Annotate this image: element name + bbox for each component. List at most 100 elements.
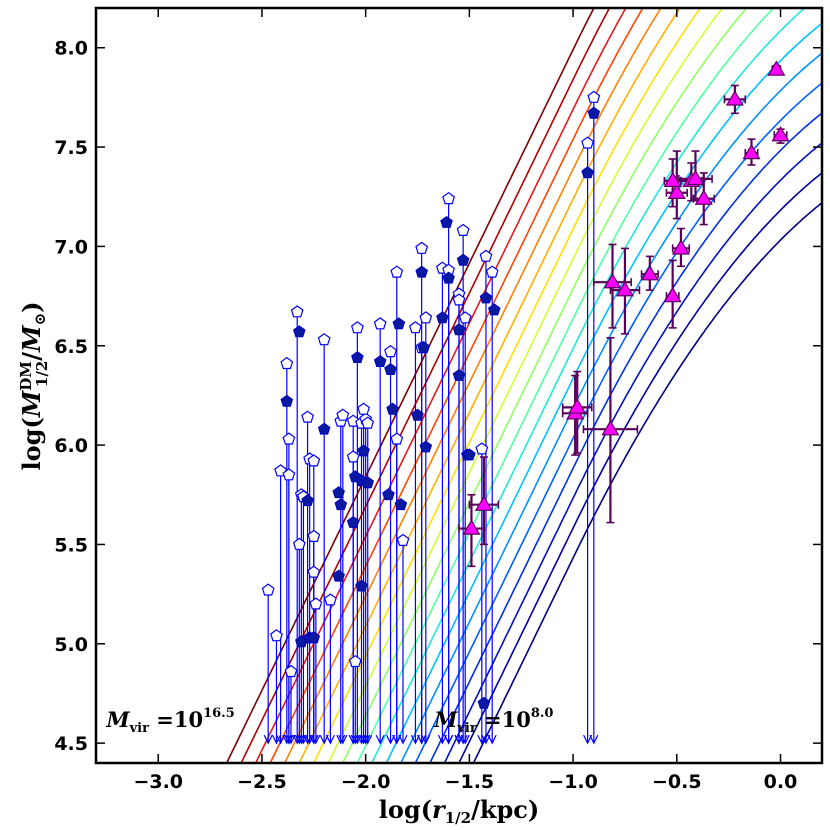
arrow-head bbox=[338, 734, 348, 745]
arrow-head bbox=[276, 734, 286, 745]
x-tick-label: −1.0 bbox=[548, 771, 598, 793]
open-pentagon-point bbox=[479, 249, 493, 262]
triangle-point bbox=[615, 280, 634, 297]
filled-pentagon-point bbox=[477, 696, 491, 709]
y-tick-label: 8.0 bbox=[54, 38, 88, 60]
open-pentagon-point bbox=[361, 416, 375, 429]
open-pentagon-point bbox=[290, 305, 304, 318]
open-pentagon-point bbox=[307, 454, 321, 467]
annotations: Mvir =1016.5 Mvir =108.0 bbox=[105, 706, 553, 736]
model-curve bbox=[443, 142, 822, 763]
triangle-point bbox=[742, 143, 761, 160]
filled-pentagon-point bbox=[392, 317, 406, 330]
triangle-point bbox=[568, 398, 587, 414]
filled-pentagon-point bbox=[587, 106, 601, 119]
filled-pentagon-point bbox=[382, 488, 395, 501]
filled-pentagon-point bbox=[415, 265, 428, 278]
open-pentagon-point bbox=[452, 293, 466, 306]
filled-pentagon-point bbox=[417, 341, 430, 354]
arrow-head bbox=[437, 734, 447, 745]
arrow-head bbox=[583, 734, 593, 745]
filled-pentagon-point bbox=[440, 215, 453, 228]
open-pentagon-point bbox=[282, 432, 296, 445]
filled-pentagon-point bbox=[419, 440, 433, 453]
model-curve bbox=[472, 202, 822, 763]
open-pentagon-point bbox=[307, 565, 321, 578]
filled-pentagon-point bbox=[293, 325, 306, 338]
open-pentagon-point bbox=[390, 265, 404, 278]
x-tick-label: 0.0 bbox=[764, 771, 798, 793]
filled-pentagon-point bbox=[307, 631, 321, 644]
filled-pentagon-point bbox=[463, 448, 476, 461]
open-pentagon-point bbox=[442, 191, 456, 205]
arrow-head bbox=[319, 734, 329, 745]
open-pentagon-point bbox=[280, 356, 294, 370]
filled-pentagon-point bbox=[332, 569, 345, 582]
triangle-point bbox=[767, 60, 786, 76]
open-pentagon-point bbox=[270, 629, 283, 642]
arrow-head bbox=[375, 734, 385, 745]
arrow-head bbox=[410, 734, 420, 745]
filled-pentagon-point bbox=[332, 486, 345, 499]
open-pentagon-point bbox=[475, 442, 489, 455]
filled-pentagon-point bbox=[452, 368, 466, 381]
markers bbox=[261, 60, 790, 709]
open-pentagon-point bbox=[458, 311, 472, 324]
x-tick-label: −2.0 bbox=[341, 771, 391, 793]
y-tick-label: 7.0 bbox=[54, 236, 88, 258]
triangle-point bbox=[462, 519, 481, 535]
x-tick-label: −1.5 bbox=[445, 771, 495, 793]
model-curve bbox=[414, 82, 822, 763]
model-curve bbox=[385, 22, 822, 763]
filled-pentagon-point bbox=[479, 291, 493, 304]
arrow-head bbox=[487, 734, 497, 745]
open-pentagon-point bbox=[587, 90, 601, 103]
arrow-head bbox=[286, 734, 296, 745]
y-axis-title: log(MDM1/2/M⊙) bbox=[17, 301, 51, 470]
triangle-point bbox=[640, 265, 659, 281]
triangle-point bbox=[663, 286, 682, 303]
model-curve bbox=[284, 8, 662, 763]
model-curve bbox=[400, 52, 822, 763]
open-pentagon-point bbox=[323, 593, 337, 606]
arrow-head bbox=[363, 734, 373, 745]
y-tick-label: 5.5 bbox=[54, 534, 88, 556]
filled-pentagon-point bbox=[334, 498, 348, 511]
filled-pentagon-point bbox=[384, 362, 397, 375]
arrow-head bbox=[460, 734, 470, 745]
arrow-head bbox=[263, 734, 273, 745]
filled-pentagon-point bbox=[386, 402, 399, 415]
arrow-head bbox=[481, 734, 491, 745]
model-curve bbox=[458, 172, 822, 763]
model-curve bbox=[371, 8, 806, 763]
arrow-head bbox=[311, 734, 321, 745]
model-curve bbox=[298, 8, 681, 763]
open-pentagon-point bbox=[373, 317, 387, 330]
x-tick-label: −0.5 bbox=[652, 771, 702, 793]
open-pentagon-point bbox=[415, 241, 429, 254]
arrow-head bbox=[305, 734, 315, 745]
filled-pentagon-point bbox=[301, 494, 314, 507]
filled-pentagon-point bbox=[411, 408, 424, 421]
y-tick-label: 6.0 bbox=[54, 435, 88, 457]
open-pentagon-point bbox=[284, 664, 298, 678]
filled-pentagon-point bbox=[361, 476, 374, 489]
arrow-head bbox=[359, 734, 369, 745]
open-pentagon-point bbox=[419, 311, 433, 324]
filled-pentagon-point bbox=[357, 444, 370, 457]
model-curve bbox=[342, 8, 748, 763]
filled-pentagon-point bbox=[346, 515, 360, 528]
filled-pentagon-point bbox=[436, 311, 449, 324]
filled-pentagon-point bbox=[581, 166, 594, 179]
triangle-point bbox=[667, 183, 686, 199]
triangle-point bbox=[663, 171, 682, 188]
arrow-head bbox=[417, 734, 427, 745]
open-pentagon-point bbox=[307, 529, 321, 543]
open-pentagon-point bbox=[292, 537, 306, 550]
triangle-point bbox=[694, 189, 713, 205]
open-pentagon-point bbox=[390, 432, 404, 445]
model-curve bbox=[356, 8, 775, 763]
triangle-point bbox=[725, 90, 744, 106]
triangle-point bbox=[671, 239, 690, 255]
filled-pentagon-point bbox=[317, 422, 331, 435]
